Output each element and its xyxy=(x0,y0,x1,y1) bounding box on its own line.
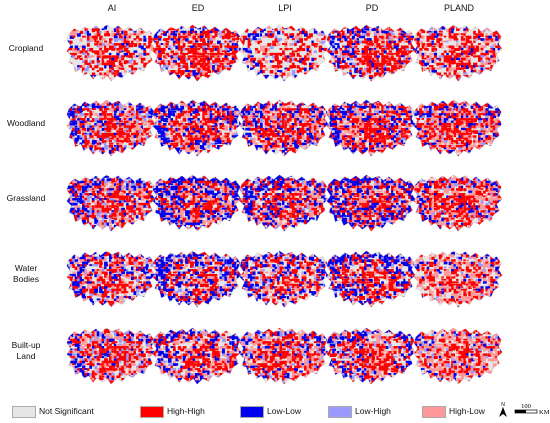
map-0-lpi xyxy=(239,24,329,82)
map-1-pland xyxy=(413,99,503,157)
row-label-line: Cropland xyxy=(8,42,44,53)
legend-label: Low-High xyxy=(355,406,391,416)
legend-label: High-Low xyxy=(449,406,485,416)
column-label-pd: PD xyxy=(365,3,379,13)
row-label-line: Grassland xyxy=(6,192,46,203)
legend-label: Low-Low xyxy=(267,406,302,416)
map-2-pland xyxy=(413,174,503,232)
cluster-cells xyxy=(239,99,329,157)
legend: Not Significant High-High Low-Low Low-High H… xyxy=(0,398,550,423)
map-0-pland xyxy=(413,24,503,82)
row-label-2: Grassland xyxy=(0,193,52,204)
row-label-line: Land xyxy=(16,351,36,361)
column-label-ed: ED xyxy=(191,3,205,13)
column-label-pland: PLAND xyxy=(443,3,474,13)
scale-bar: 100 KM xyxy=(514,403,550,416)
legend-label: Not Significant xyxy=(39,406,94,416)
row-label-line: Water xyxy=(14,263,38,273)
region-outline xyxy=(326,99,416,157)
map-0-pd xyxy=(326,24,416,82)
region-outline xyxy=(239,174,329,232)
map-4-ed xyxy=(152,327,242,385)
row-label-4: Built-up Land xyxy=(0,340,52,362)
region-outline xyxy=(66,24,156,82)
north-label: N xyxy=(501,402,505,408)
map-1-lpi xyxy=(239,99,329,157)
row-label-line: Built-up xyxy=(11,340,41,350)
region-outline xyxy=(152,250,242,308)
map-3-ed xyxy=(152,250,242,308)
row-label-0: Cropland xyxy=(0,43,52,54)
legend-label: High-High xyxy=(167,406,205,416)
region-outline xyxy=(413,250,503,308)
region-outline xyxy=(152,99,242,157)
map-1-ed xyxy=(152,99,242,157)
map-3-lpi xyxy=(239,250,329,308)
north-arrow-icon: N xyxy=(499,402,507,417)
legend-swatch xyxy=(140,406,164,418)
legend-swatch xyxy=(422,406,446,418)
region-outline xyxy=(152,327,242,385)
legend-swatch xyxy=(240,406,264,418)
region-outline xyxy=(239,99,329,157)
region-outline xyxy=(66,174,156,232)
map-4-ai xyxy=(66,327,156,385)
map-4-pland xyxy=(413,327,503,385)
map-3-pland xyxy=(413,250,503,308)
region-outline xyxy=(239,24,329,82)
legend-swatch xyxy=(12,406,36,418)
map-2-pd xyxy=(326,174,416,232)
row-label-1: Woodland xyxy=(0,118,52,129)
map-1-pd xyxy=(326,99,416,157)
region-outline xyxy=(326,327,416,385)
map-0-ed xyxy=(152,24,242,82)
map-1-ai xyxy=(66,99,156,157)
column-label-ai: AI xyxy=(107,3,117,13)
map-4-pd xyxy=(326,327,416,385)
region-outline xyxy=(326,250,416,308)
region-outline xyxy=(413,24,503,82)
region-outline xyxy=(66,99,156,157)
region-outline xyxy=(239,250,329,308)
map-2-ai xyxy=(66,174,156,232)
region-outline xyxy=(326,24,416,82)
cluster-cells xyxy=(239,327,329,385)
region-outline xyxy=(152,24,242,82)
row-label-line: Bodies xyxy=(13,274,39,284)
map-0-ai xyxy=(66,24,156,82)
region-outline xyxy=(413,174,503,232)
cluster-cells xyxy=(413,250,503,308)
column-label-lpi: LPI xyxy=(278,3,292,13)
row-label-line: Woodland xyxy=(6,117,46,128)
row-label-3: Water Bodies xyxy=(0,263,52,285)
region-outline xyxy=(326,174,416,232)
region-outline xyxy=(66,250,156,308)
map-2-lpi xyxy=(239,174,329,232)
scale-value: 100 xyxy=(521,403,531,410)
map-2-ed xyxy=(152,174,242,232)
region-outline xyxy=(239,327,329,385)
map-3-pd xyxy=(326,250,416,308)
region-outline xyxy=(413,99,503,157)
map-3-ai xyxy=(66,250,156,308)
region-outline xyxy=(66,327,156,385)
scale-unit: KM xyxy=(539,409,550,416)
region-outline xyxy=(152,174,242,232)
region-outline xyxy=(413,327,503,385)
map-4-lpi xyxy=(239,327,329,385)
legend-swatch xyxy=(328,406,352,418)
